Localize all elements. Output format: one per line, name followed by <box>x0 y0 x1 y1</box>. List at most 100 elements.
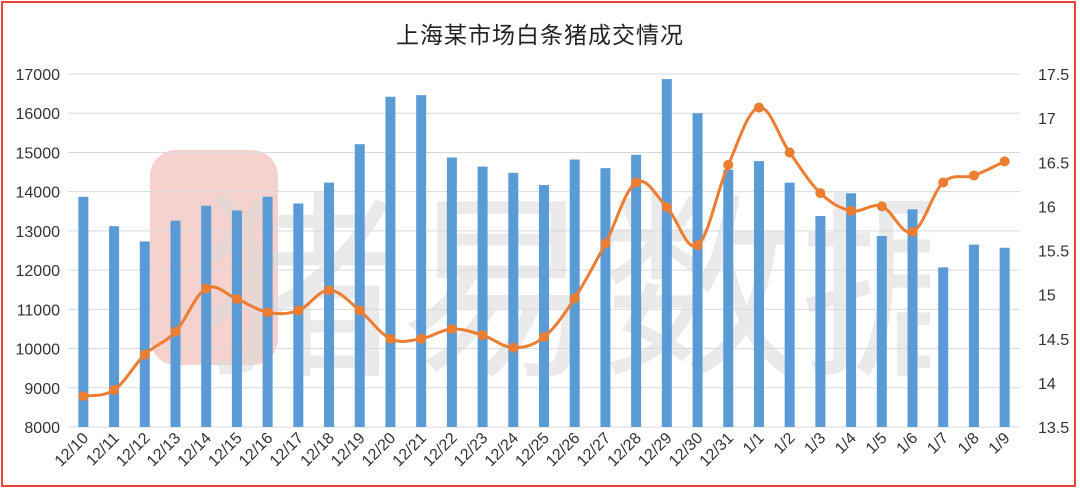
y-right-tick-label: 14 <box>1038 376 1056 393</box>
line-point <box>78 391 89 402</box>
y-right-tick-label: 17.5 <box>1038 67 1069 84</box>
y-right-tick-label: 15.5 <box>1038 244 1069 261</box>
x-tick-label: 1/4 <box>832 430 860 458</box>
bar <box>876 235 887 427</box>
line-point <box>354 305 365 316</box>
line-point <box>753 102 764 113</box>
x-tick-label: 12/12 <box>113 430 153 470</box>
bar <box>508 172 519 427</box>
line-point <box>508 342 519 353</box>
x-tick-label: 1/6 <box>894 430 922 458</box>
x-tick-label: 12/19 <box>328 430 368 470</box>
line-point <box>324 285 335 296</box>
x-tick-label: 12/24 <box>482 430 522 470</box>
line-point <box>968 170 979 181</box>
x-tick-label: 12/11 <box>83 430 123 470</box>
line-point <box>661 202 672 213</box>
bar <box>753 161 764 427</box>
y-right-tick-label: 13.5 <box>1038 420 1069 437</box>
x-tick-label: 1/1 <box>740 430 768 458</box>
line-point <box>938 177 949 188</box>
x-tick-label: 1/9 <box>986 430 1014 458</box>
bar-series <box>78 79 1010 428</box>
x-tick-label: 1/2 <box>771 430 799 458</box>
chart-title: 上海某市场白条猪成交情况 <box>396 23 684 49</box>
line-point <box>784 147 795 158</box>
bar <box>78 196 89 427</box>
line-point <box>631 177 642 188</box>
y-right-tick-label: 16 <box>1038 199 1056 216</box>
line-series <box>78 102 1010 402</box>
bar <box>385 96 396 427</box>
line-point <box>385 333 396 344</box>
x-tick-label: 12/25 <box>512 430 552 470</box>
x-tick-label: 12/20 <box>359 430 399 470</box>
line-point <box>876 201 887 212</box>
bar <box>999 247 1010 427</box>
line-point <box>293 305 304 316</box>
x-tick-label: 12/22 <box>420 430 460 470</box>
bar <box>815 215 826 427</box>
line-point <box>416 333 427 344</box>
bar <box>170 220 181 427</box>
line-point <box>170 326 181 337</box>
line-point <box>723 159 734 170</box>
line-point <box>815 188 826 199</box>
line-point <box>569 293 580 304</box>
x-tick-label: 12/21 <box>390 430 430 470</box>
y-right-tick-label: 15 <box>1038 288 1056 305</box>
bar <box>938 267 949 427</box>
x-tick-label: 12/28 <box>605 430 645 470</box>
left-axis-ticks: 8000 9000 10000 11000 12000 13000 14000 15000 16… <box>16 67 61 437</box>
line-point <box>231 294 242 305</box>
y-left-tick-label: 14000 <box>16 185 61 202</box>
bar <box>723 169 734 428</box>
y-left-tick-label: 16000 <box>16 106 61 123</box>
bar <box>231 210 242 427</box>
bar <box>846 193 857 427</box>
x-tick-label: 12/13 <box>144 430 184 470</box>
y-right-tick-label: 14.5 <box>1038 332 1069 349</box>
x-axis-ticks: 12/1012/1112/1212/1312/1412/1512/1612/17… <box>52 430 1014 470</box>
line-point <box>446 324 457 335</box>
bar <box>139 241 150 427</box>
x-tick-label: 12/31 <box>697 430 737 470</box>
x-tick-label: 1/7 <box>924 430 952 458</box>
bar <box>907 209 918 427</box>
y-left-tick-label: 11000 <box>17 302 60 319</box>
y-left-tick-label: 17000 <box>16 67 61 84</box>
x-tick-label: 12/23 <box>451 430 491 470</box>
x-tick-label: 1/5 <box>863 430 891 458</box>
bar <box>661 79 672 428</box>
x-tick-label: 12/16 <box>236 430 276 470</box>
bar <box>539 184 549 427</box>
x-tick-label: 12/30 <box>666 430 706 470</box>
bar <box>968 244 979 427</box>
x-tick-label: 12/15 <box>205 430 245 470</box>
y-right-tick-label: 16.5 <box>1038 155 1069 172</box>
bar <box>109 226 120 427</box>
line-point <box>692 240 703 251</box>
y-left-tick-label: 8000 <box>24 420 60 437</box>
line-point <box>139 349 150 360</box>
bar <box>784 182 795 427</box>
bar <box>416 95 427 428</box>
line-point <box>600 238 611 249</box>
y-left-tick-label: 9000 <box>24 381 60 398</box>
line-point <box>201 283 212 294</box>
bar <box>446 157 457 427</box>
line-point <box>846 205 857 216</box>
y-right-tick-label: 17 <box>1038 111 1056 128</box>
x-tick-label: 12/26 <box>543 430 583 470</box>
line-point <box>539 331 549 342</box>
x-tick-label: 12/14 <box>175 430 215 470</box>
line-point <box>999 156 1010 167</box>
x-tick-label: 12/29 <box>635 430 675 470</box>
x-tick-label: 12/17 <box>267 430 307 470</box>
y-left-tick-label: 12000 <box>16 263 61 280</box>
x-tick-label: 12/27 <box>574 430 614 470</box>
bar <box>477 166 488 427</box>
bar <box>201 205 212 427</box>
x-tick-label: 1/3 <box>801 430 829 458</box>
